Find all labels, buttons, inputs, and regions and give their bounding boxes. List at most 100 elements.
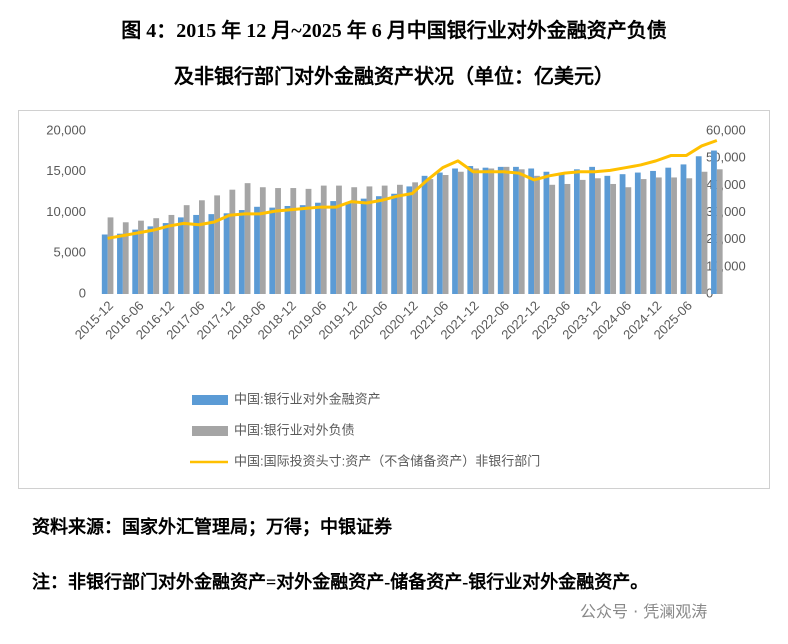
title-line: 图 4：2015 年 12 月~2025 年 6 月中国银行业对外金融资产负债: [121, 20, 667, 42]
bar: [132, 229, 139, 294]
bar: [214, 195, 221, 294]
bar: [381, 185, 388, 294]
bar: [101, 234, 108, 294]
bar: [716, 169, 723, 294]
bar: [259, 187, 266, 294]
bar: [254, 206, 260, 294]
bar: [107, 217, 114, 294]
bar: [579, 179, 586, 294]
bar: [366, 186, 373, 294]
bar: [284, 205, 291, 294]
bar: [320, 185, 327, 294]
bar: [549, 184, 556, 294]
title-line: 及非银行部门对外金融资产状况（单位：亿美元）: [174, 66, 614, 88]
bar: [619, 174, 626, 294]
bar: [421, 175, 428, 294]
bar: [238, 210, 245, 294]
bar: [360, 198, 367, 294]
bar: [513, 166, 519, 294]
y-tick-label: 10,000: [46, 204, 86, 219]
bar: [701, 171, 708, 294]
bar: [290, 188, 297, 294]
bar: [695, 156, 702, 294]
bar: [482, 167, 489, 294]
bar: [406, 186, 413, 294]
bar: [122, 222, 129, 294]
bar: [147, 226, 154, 294]
y2-tick-label: 60,000: [706, 122, 746, 137]
legend-swatch: [192, 426, 228, 436]
bar: [223, 213, 230, 294]
bar: [604, 175, 611, 294]
bar: [117, 233, 123, 294]
bar: [528, 168, 535, 294]
bar: [595, 178, 601, 294]
bar: [183, 205, 190, 294]
bar: [138, 220, 144, 294]
bar: [467, 166, 474, 294]
y-tick-label: 20,000: [46, 122, 86, 137]
source: 资料来源：国家外汇管理局；万得；中银证券: [32, 517, 392, 537]
bar: [177, 217, 184, 294]
bar: [564, 183, 571, 294]
bar: [275, 188, 281, 294]
bar: [299, 205, 306, 294]
bar: [345, 201, 352, 294]
bar: [168, 214, 175, 294]
y-tick-label: 0: [79, 285, 86, 300]
bar: [330, 201, 337, 294]
bar: [671, 177, 677, 294]
bar: [686, 178, 693, 294]
bar: [640, 179, 647, 294]
bar: [397, 184, 403, 294]
legend-label: 中国:银行业对外负债: [234, 422, 355, 437]
bar: [665, 167, 672, 294]
bar: [534, 175, 540, 294]
y-tick-label: 5,000: [53, 245, 86, 260]
bar: [488, 168, 495, 294]
bar: [442, 175, 449, 294]
bar: [543, 171, 550, 294]
bar: [375, 196, 382, 294]
bar: [229, 189, 236, 294]
bar: [391, 193, 397, 294]
bar: [655, 177, 662, 294]
bar: [208, 214, 215, 294]
bar: [518, 169, 525, 294]
bar: [634, 172, 641, 294]
bar: [457, 171, 464, 294]
bar: [269, 207, 276, 294]
note: 注：非银行部门对外金融资产=对外金融资产-储备资产-银行业对外金融资产。: [32, 572, 649, 592]
bar: [589, 166, 595, 294]
bar: [650, 170, 656, 294]
bar: [351, 187, 358, 294]
bar: [497, 166, 504, 294]
bar: [427, 179, 434, 294]
bar: [625, 187, 632, 294]
bar: [680, 164, 687, 294]
bar: [315, 202, 321, 294]
bar: [336, 185, 342, 294]
bar: [412, 182, 419, 294]
bar: [436, 172, 443, 294]
bar: [503, 166, 510, 294]
y2-tick-label: 0: [706, 285, 713, 300]
bar: [193, 214, 199, 294]
bar: [473, 168, 479, 294]
watermark: 公众号 · 凭澜观涛: [580, 602, 708, 621]
line: [107, 139, 718, 240]
bar: [711, 150, 717, 294]
bar: [558, 172, 565, 294]
bar: [153, 218, 160, 294]
bar: [610, 183, 617, 294]
bar: [162, 223, 169, 294]
bar: [573, 169, 580, 294]
legend-label: 中国:国际投资头寸:资产（不含储备资产）非银行部门: [234, 453, 540, 468]
bar: [244, 183, 251, 294]
bar: [452, 168, 458, 294]
bar: [199, 200, 205, 294]
legend-label: 中国:银行业对外金融资产: [234, 391, 381, 406]
chart-box: [18, 110, 770, 489]
bar: [305, 188, 312, 294]
